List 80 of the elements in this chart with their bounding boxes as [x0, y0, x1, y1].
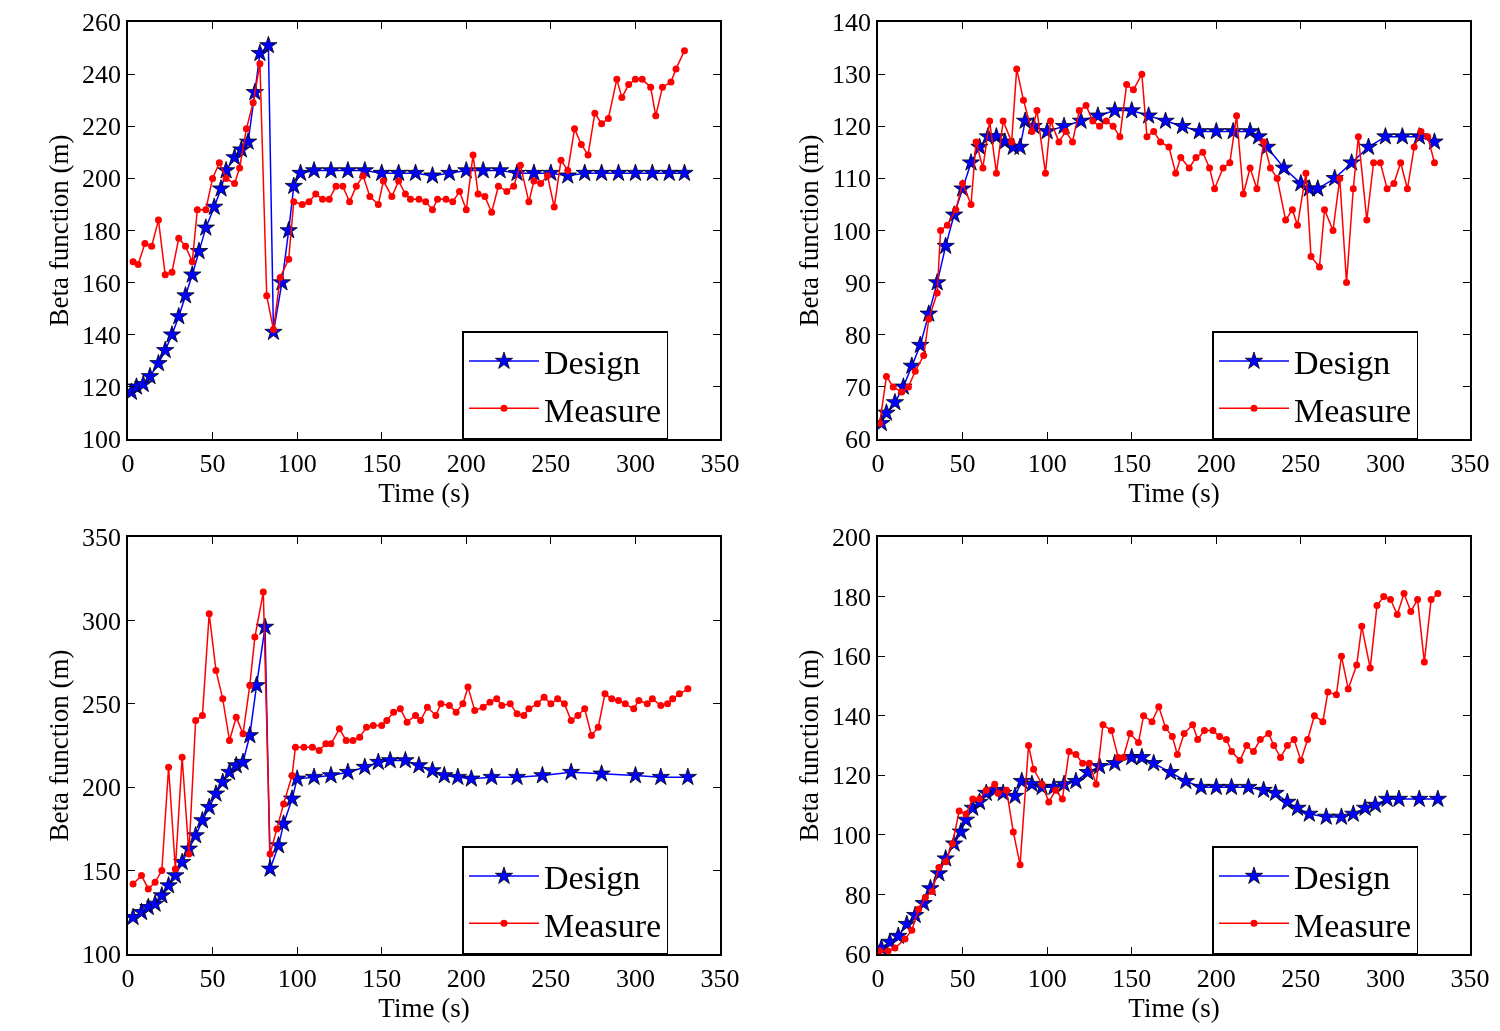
y-tick-label: 100 — [832, 820, 872, 850]
y-tick-label: 140 — [82, 320, 122, 350]
y-tick-label: 80 — [845, 880, 872, 910]
x-tick-label: 300 — [1365, 963, 1405, 993]
y-tick-label: 350 — [82, 523, 122, 553]
x-axis-title: Time (s) — [1128, 992, 1220, 1023]
x-tick-label: 50 — [949, 963, 976, 993]
y-tick-label: 90 — [845, 268, 872, 298]
legend-label: Design — [544, 344, 641, 382]
y-tick-label: 200 — [82, 773, 122, 803]
y-axis-title: Beta function (m) — [43, 649, 74, 842]
y-tick-label: 120 — [832, 761, 872, 791]
y-tick-label: 300 — [82, 606, 122, 636]
x-tick-label: 350 — [700, 448, 740, 478]
y-axis-title: Beta function (m) — [793, 134, 824, 327]
x-tick-label: 100 — [277, 963, 317, 993]
y-tick-label: 100 — [82, 940, 122, 970]
y-tick-label: 200 — [832, 523, 872, 553]
legend-label: Design — [544, 859, 641, 897]
x-tick-label: 100 — [1027, 963, 1067, 993]
y-tick-label: 80 — [845, 320, 872, 350]
y-tick-label: 160 — [82, 268, 122, 298]
legend-label: Measure — [1294, 391, 1412, 429]
y-tick-label: 140 — [832, 701, 872, 731]
y-tick-label: 140 — [832, 8, 872, 38]
y-tick-label: 60 — [845, 425, 872, 455]
x-tick-label: 200 — [446, 963, 486, 993]
legend-label: Design — [1294, 344, 1391, 382]
x-axis-title: Time (s) — [378, 477, 470, 508]
y-tick-label: 60 — [845, 940, 872, 970]
y-tick-label: 200 — [82, 164, 122, 194]
x-tick-label: 150 — [362, 448, 402, 478]
x-tick-label: 0 — [871, 963, 885, 993]
legend-label: Measure — [544, 906, 662, 944]
y-tick-label: 160 — [832, 642, 872, 672]
x-tick-label: 300 — [615, 963, 655, 993]
x-tick-label: 200 — [1196, 963, 1236, 993]
x-tick-label: 50 — [199, 963, 226, 993]
x-tick-label: 100 — [277, 448, 317, 478]
y-tick-label: 100 — [832, 216, 872, 246]
y-tick-label: 150 — [82, 856, 122, 886]
y-axis-title: Beta function (m) — [43, 134, 74, 327]
y-tick-label: 70 — [845, 372, 872, 402]
x-tick-label: 250 — [1281, 963, 1321, 993]
y-tick-label: 120 — [832, 112, 872, 142]
y-tick-label: 180 — [82, 216, 122, 246]
x-tick-label: 100 — [1027, 448, 1067, 478]
legend-label: Design — [1294, 859, 1391, 897]
y-axis-title: Beta function (m) — [793, 649, 824, 842]
x-tick-label: 350 — [1450, 448, 1490, 478]
y-tick-label: 250 — [82, 689, 122, 719]
x-tick-label: 250 — [1281, 448, 1321, 478]
x-axis-title: Time (s) — [378, 992, 470, 1023]
x-tick-label: 250 — [531, 963, 571, 993]
y-tick-label: 130 — [832, 60, 872, 90]
x-tick-label: 300 — [1365, 448, 1405, 478]
x-tick-label: 0 — [871, 448, 885, 478]
x-axis-title: Time (s) — [1128, 477, 1220, 508]
x-tick-label: 200 — [1196, 448, 1236, 478]
x-tick-label: 50 — [949, 448, 976, 478]
x-tick-label: 250 — [531, 448, 571, 478]
x-tick-label: 150 — [362, 963, 402, 993]
x-tick-label: 150 — [1112, 448, 1152, 478]
x-tick-label: 350 — [700, 963, 740, 993]
x-tick-label: 0 — [121, 448, 135, 478]
y-tick-label: 240 — [82, 60, 122, 90]
y-tick-label: 110 — [833, 164, 872, 194]
y-tick-label: 220 — [82, 112, 122, 142]
y-tick-label: 100 — [82, 425, 122, 455]
x-tick-label: 300 — [615, 448, 655, 478]
legend-label: Measure — [544, 391, 662, 429]
y-tick-label: 120 — [82, 372, 122, 402]
x-tick-label: 350 — [1450, 963, 1490, 993]
x-tick-label: 50 — [199, 448, 226, 478]
x-tick-label: 150 — [1112, 963, 1152, 993]
y-tick-label: 260 — [82, 8, 122, 38]
y-tick-label: 180 — [832, 582, 872, 612]
x-tick-label: 200 — [446, 448, 486, 478]
x-tick-label: 0 — [121, 963, 135, 993]
legend-label: Measure — [1294, 906, 1412, 944]
